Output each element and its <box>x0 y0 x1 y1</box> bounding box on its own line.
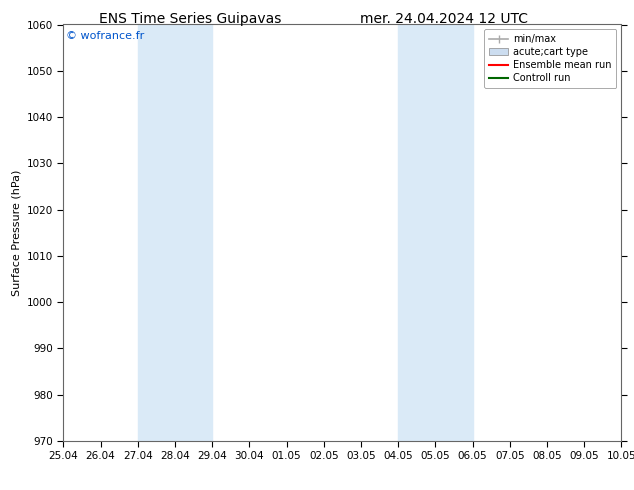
Bar <box>398 24 472 441</box>
Y-axis label: Surface Pressure (hPa): Surface Pressure (hPa) <box>11 170 21 296</box>
Legend: min/max, acute;cart type, Ensemble mean run, Controll run: min/max, acute;cart type, Ensemble mean … <box>484 29 616 88</box>
Text: ENS Time Series Guipavas: ENS Time Series Guipavas <box>99 12 281 26</box>
Text: © wofrance.fr: © wofrance.fr <box>66 31 145 41</box>
Bar <box>138 24 212 441</box>
Text: mer. 24.04.2024 12 UTC: mer. 24.04.2024 12 UTC <box>360 12 527 26</box>
